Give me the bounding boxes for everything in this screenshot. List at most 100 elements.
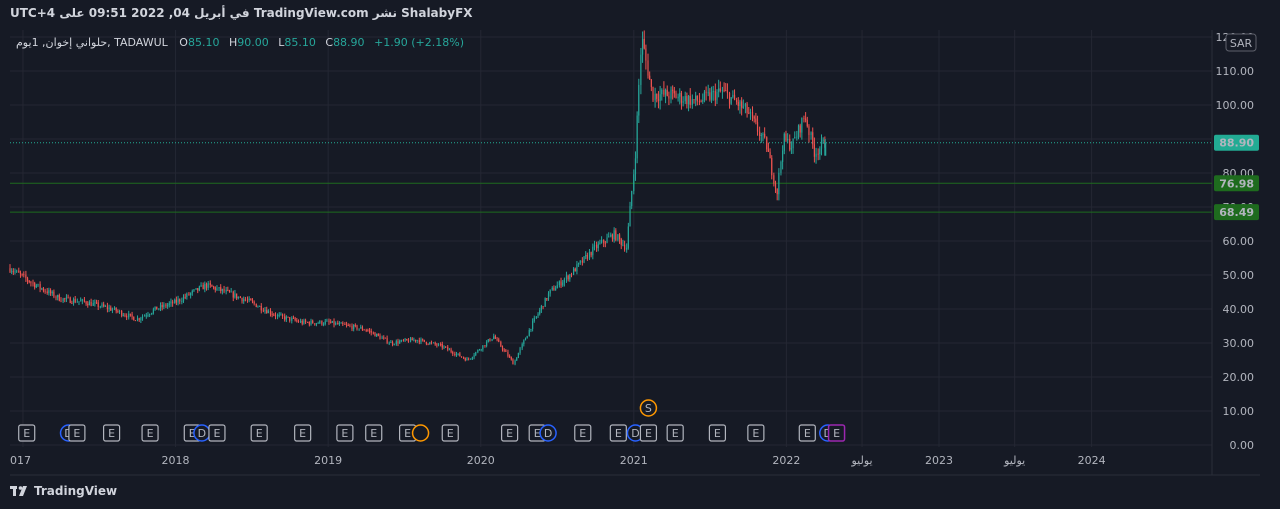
candle-body xyxy=(803,118,805,119)
candle-body xyxy=(393,344,395,346)
candle-body xyxy=(304,320,307,323)
candle-body xyxy=(55,296,57,298)
candle-body xyxy=(83,299,86,302)
candle-body xyxy=(751,111,754,117)
candle-body xyxy=(677,96,679,99)
candle-body xyxy=(709,92,711,100)
candle-body xyxy=(72,299,75,304)
candle-body xyxy=(776,188,778,195)
candle-body xyxy=(664,89,667,95)
candle-body xyxy=(623,244,626,250)
candle-body xyxy=(736,100,738,103)
time-tick-label: 2024 xyxy=(1078,454,1106,467)
candle-body xyxy=(505,350,507,352)
candle-body xyxy=(498,339,500,342)
candle-body xyxy=(463,357,465,359)
candle-body xyxy=(345,324,348,326)
candle-body xyxy=(253,301,255,304)
chart-grid xyxy=(10,30,1260,476)
candle-body xyxy=(303,320,305,324)
candle-body xyxy=(81,299,83,301)
candle-body xyxy=(241,297,243,302)
candle-body xyxy=(319,320,321,324)
candle-body xyxy=(351,325,353,330)
candle-body xyxy=(617,234,619,241)
candle-body xyxy=(195,288,197,290)
dividend-marker-label: D xyxy=(544,427,552,440)
candle-body xyxy=(766,137,768,150)
candle-body xyxy=(696,95,698,102)
time-axis[interactable]: 017 2018 2019 2020 2021 2022 يوليو 2023 يوليو 202… xyxy=(10,454,1106,467)
earnings-marker-label: E xyxy=(804,427,811,440)
candle-body xyxy=(783,133,785,151)
earnings-marker-label: E xyxy=(341,427,348,440)
candle-body xyxy=(342,322,344,325)
candle-body xyxy=(755,118,757,123)
candle-body xyxy=(296,320,298,322)
level-price-tag xyxy=(1214,204,1259,221)
candle-body xyxy=(730,97,732,104)
earnings-marker-label: E xyxy=(299,427,306,440)
candle-body xyxy=(447,346,449,350)
candle-body xyxy=(565,275,568,280)
earnings-marker xyxy=(68,424,86,442)
candle-body xyxy=(179,299,181,302)
price-axis[interactable]: 0.0010.0020.0030.0040.0050.0060.0070.008… xyxy=(1216,31,1255,452)
candle-body xyxy=(626,247,628,250)
candle-body xyxy=(328,320,330,323)
candle-body xyxy=(686,96,688,105)
candle-body xyxy=(358,328,360,330)
candle-body xyxy=(220,287,222,291)
candle-body xyxy=(769,151,771,159)
candle-body xyxy=(698,101,701,103)
candle-body xyxy=(278,314,280,316)
candle-body xyxy=(267,310,269,314)
candle-body xyxy=(390,342,392,343)
candle-body xyxy=(657,98,660,101)
candle-body xyxy=(314,323,316,325)
candle-body xyxy=(792,138,794,149)
candle-body xyxy=(186,293,188,298)
candle-body xyxy=(23,274,25,276)
candle-body xyxy=(553,287,555,291)
candle-body xyxy=(144,315,146,317)
candle-body xyxy=(822,139,824,141)
candle-body xyxy=(484,345,486,347)
candle-body xyxy=(255,303,257,308)
candle-body xyxy=(376,333,378,337)
candle-body xyxy=(636,115,638,159)
symbol-title: حلواني إخوان, 1يوم, TADAWUL xyxy=(16,36,169,49)
candle-body xyxy=(725,90,727,92)
candle-body xyxy=(475,352,477,356)
candle-body xyxy=(271,314,273,315)
candle-body xyxy=(12,271,14,273)
footer-brand[interactable]: TradingView xyxy=(10,484,117,498)
candle-body xyxy=(423,339,425,342)
candle-body xyxy=(815,153,817,157)
candle-body xyxy=(610,234,612,237)
candle-body xyxy=(266,310,268,314)
candle-body xyxy=(133,316,135,321)
candle-body xyxy=(790,148,793,150)
candle-body xyxy=(230,291,232,293)
candle-body xyxy=(193,289,195,291)
candle-body xyxy=(627,226,629,248)
earnings-marker xyxy=(441,424,459,442)
candle-body xyxy=(406,339,408,341)
candle-body xyxy=(69,297,71,303)
candle-body xyxy=(454,353,456,355)
currency-badge[interactable]: SAR xyxy=(1225,33,1257,52)
candle-body xyxy=(647,60,649,76)
candle-body xyxy=(524,338,527,341)
candle-body xyxy=(638,84,640,116)
candle-body xyxy=(684,96,686,102)
candle-body xyxy=(810,132,812,135)
candle-body xyxy=(555,288,557,291)
price-tick-label: 50.00 xyxy=(1223,269,1255,282)
candle-body xyxy=(537,313,539,317)
price-tick-label: 110.00 xyxy=(1216,65,1255,78)
dividend-marker-label: D xyxy=(631,427,639,440)
candle-body xyxy=(124,315,126,317)
candle-body xyxy=(284,316,286,320)
